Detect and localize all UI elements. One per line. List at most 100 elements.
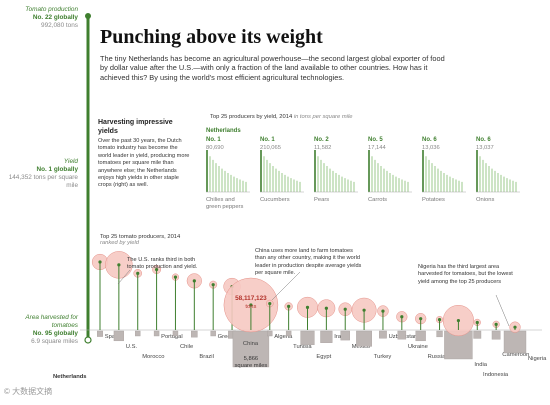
yield-dot xyxy=(494,322,498,326)
area-square xyxy=(415,330,426,342)
china-production-label: 58,117,123 xyxy=(235,295,267,302)
netherlands-label: Netherlands xyxy=(53,374,87,380)
yield-chart-unit: in tons per square mile xyxy=(293,114,353,120)
yield-dot xyxy=(437,318,442,322)
country-label: Algeria xyxy=(274,334,293,340)
country-label: Ukraine xyxy=(408,344,428,350)
page-title: Punching above its weight xyxy=(100,26,323,48)
yield-dot xyxy=(513,325,517,329)
area-square xyxy=(135,330,141,337)
china-area-unit: square miles xyxy=(234,363,267,369)
annotation-us-leader xyxy=(117,269,131,285)
crop-name-label: Pears xyxy=(314,197,329,203)
area-square xyxy=(300,330,315,345)
yield-dot xyxy=(98,260,102,264)
area-value: 6.9 square miles xyxy=(31,338,78,345)
area-square xyxy=(285,330,292,337)
yield-dot xyxy=(173,275,178,279)
yield-chart-title-text: Top 25 producers by yield, 2014 xyxy=(210,114,293,120)
yield-dot xyxy=(456,318,461,323)
crop-rank-label: No. 5 xyxy=(368,137,383,143)
country-label: Nigeria xyxy=(528,356,547,362)
yield-dot xyxy=(400,315,404,319)
area-square xyxy=(397,330,407,340)
yield-dot xyxy=(192,279,196,283)
yield-value: 144,352 tons per square mile xyxy=(8,174,78,189)
china-area-label: 5,866 xyxy=(244,356,259,362)
annotation-us: The U.S. ranks third in both tomato prod… xyxy=(127,257,198,271)
area-square xyxy=(210,330,216,337)
production-label-block: Tomato production No. 22 globally 992,08… xyxy=(0,6,78,30)
annotation-nigeria-leader xyxy=(495,294,510,327)
country-label: Brazil xyxy=(199,354,214,360)
production-label: Tomato production xyxy=(25,6,78,13)
crop-value-label: 80,690 xyxy=(206,145,224,151)
yield-label: Yield xyxy=(63,158,78,165)
crop-name-label: green peppers xyxy=(206,204,243,210)
note-heading: Harvesting impressive yields xyxy=(98,119,173,135)
country-label: Mexico xyxy=(352,344,370,350)
country-label: Chile xyxy=(180,344,193,350)
tomato-chart-title-text: Top 25 tomato producers, 2014 xyxy=(100,234,181,240)
yield-dot xyxy=(249,303,253,307)
area-square xyxy=(356,330,372,347)
tomato-chart-subtitle: ranked by yield xyxy=(100,240,139,246)
country-label: Spain xyxy=(105,334,120,340)
area-square xyxy=(491,330,501,340)
annotation-china: China uses more land to farm tomatoes th… xyxy=(255,248,362,277)
area-label: Area harvested for tomatoes xyxy=(25,314,78,329)
area-square xyxy=(97,330,103,337)
watermark: © 大数据文摘 xyxy=(4,387,53,396)
crop-value-label: 13,037 xyxy=(476,145,494,151)
crop-value-label: 13,036 xyxy=(422,145,440,151)
intro-text: The tiny Netherlands has become an agric… xyxy=(100,54,445,82)
crop-name-label: Carrots xyxy=(368,197,387,203)
area-square xyxy=(340,330,350,341)
crop-name-label: Chilies and xyxy=(206,197,235,203)
yield-dot xyxy=(268,301,272,306)
country-label: Cameroon xyxy=(502,352,529,358)
production-rank: No. 22 globally xyxy=(32,14,78,21)
crop-value-label: 210,065 xyxy=(260,145,281,151)
country-label: Indonesia xyxy=(483,372,509,378)
netherlands-area-marker xyxy=(84,336,92,344)
yield-label-block: Yield No. 1 globally 144,352 tons per sq… xyxy=(0,158,78,190)
yield-dot xyxy=(287,304,291,308)
country-label: Iran xyxy=(334,334,344,340)
yield-chart-title: Top 25 producers by yield, 2014 in tons … xyxy=(210,114,352,120)
yield-dot xyxy=(305,305,310,309)
area-label-block: Area harvested for tomatoes No. 95 globa… xyxy=(0,314,78,346)
area-square xyxy=(153,330,160,337)
crop-rank-label: No. 1 xyxy=(206,137,221,143)
crop-value-label: 11,582 xyxy=(314,145,331,151)
country-label: Egypt xyxy=(316,354,331,360)
area-rank: No. 95 globally xyxy=(32,330,78,337)
country-label: Morocco xyxy=(142,354,164,360)
yield-dot xyxy=(381,309,385,313)
country-label: Tunisia xyxy=(293,344,312,350)
yield-dot xyxy=(343,307,347,311)
yield-dot xyxy=(419,317,423,321)
yield-rank: No. 1 globally xyxy=(36,166,78,173)
country-label: Turkey xyxy=(374,354,392,360)
country-label: Portugal xyxy=(161,334,183,340)
area-square xyxy=(172,330,179,337)
area-square xyxy=(503,330,527,354)
country-label: Russia xyxy=(428,354,446,360)
yield-dot xyxy=(117,263,121,267)
area-square xyxy=(267,330,273,337)
netherlands-production-dot xyxy=(85,13,91,19)
yield-dot xyxy=(136,271,140,275)
area-square xyxy=(320,330,333,343)
crop-name-label: Onions xyxy=(476,197,494,203)
yield-dot xyxy=(154,267,159,272)
yield-dot xyxy=(362,308,366,312)
country-label: India xyxy=(474,362,487,368)
crop-name-label: Cucumbers xyxy=(260,197,290,203)
area-square xyxy=(113,330,124,342)
country-label: Greece xyxy=(218,334,237,340)
crop-rank-label: No. 2 xyxy=(314,137,329,143)
yield-dot xyxy=(211,283,215,287)
crop-name-label: Potatoes xyxy=(422,197,445,203)
